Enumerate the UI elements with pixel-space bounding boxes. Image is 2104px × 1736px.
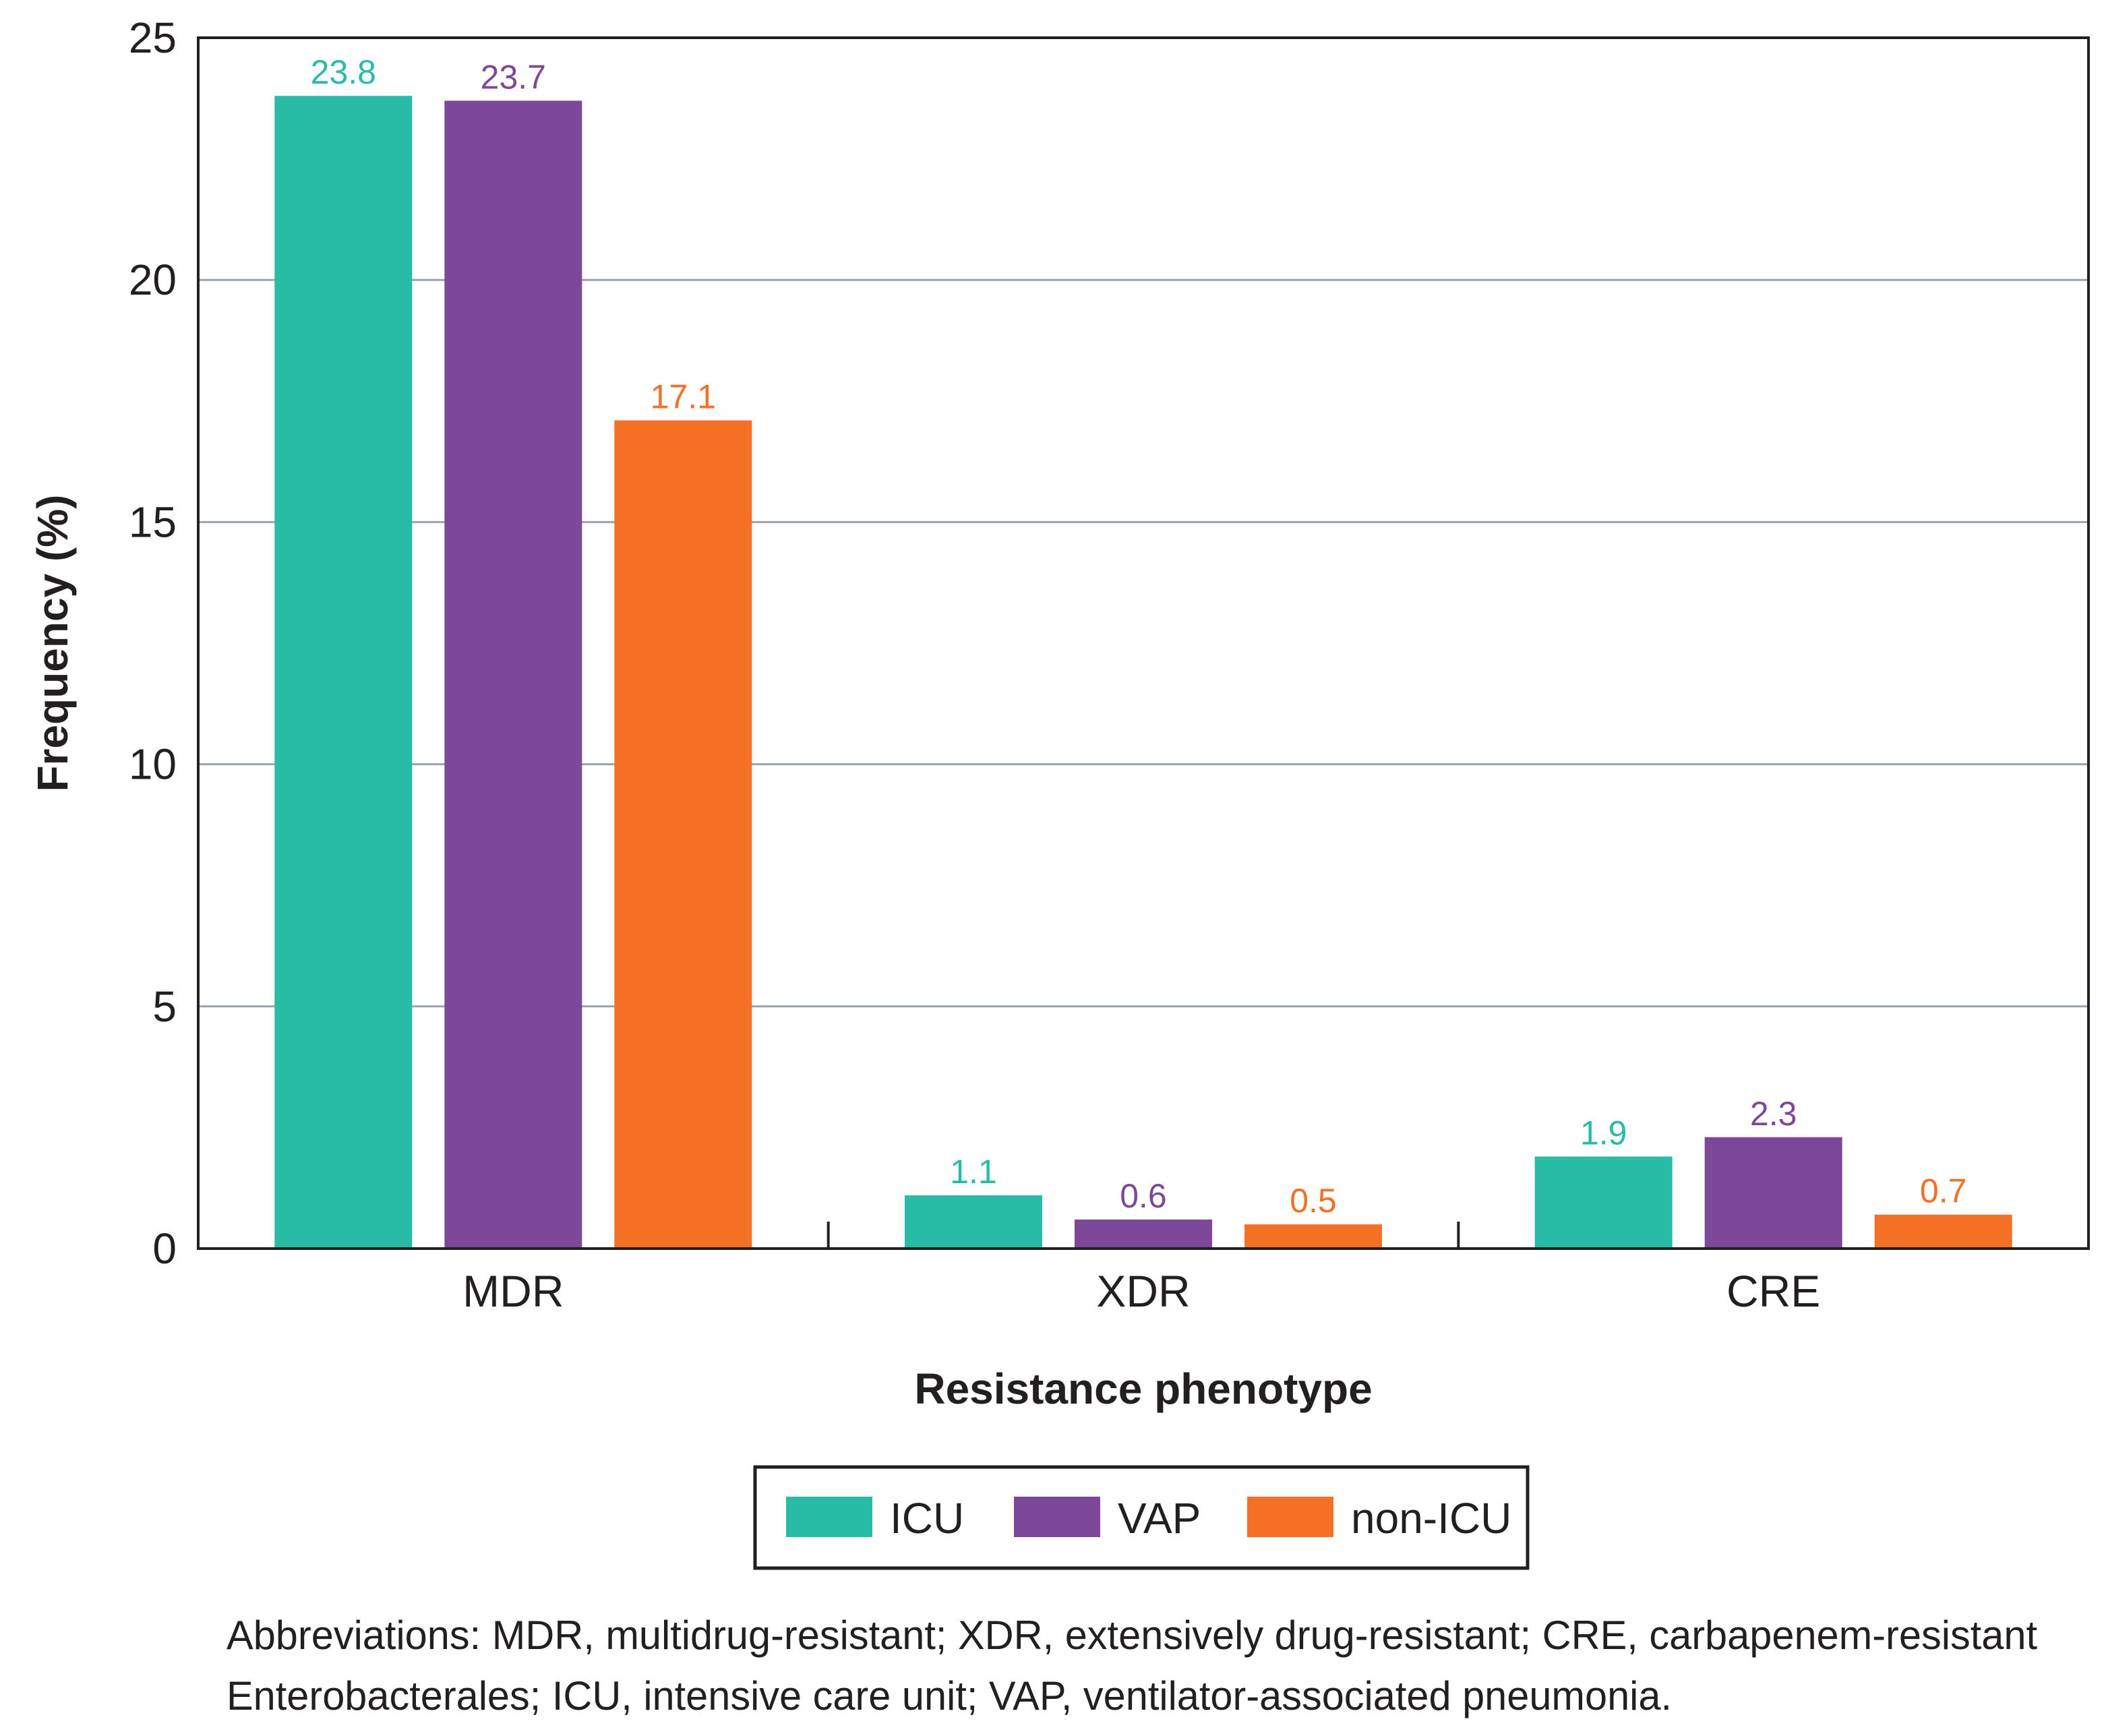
bar-non-ICU-CRE [1874,1214,2012,1249]
bar-ICU-MDR [274,96,413,1249]
y-tick-label: 15 [129,498,177,546]
data-label: 17.1 [651,378,716,416]
legend: ICU VAP non-ICU [753,1465,1530,1570]
y-axis-title: Frequency (%) [28,495,77,792]
x-axis-title: Resistance phenotype [914,1365,1372,1413]
x-axis-categories: MDR XDR CRE [462,1222,1820,1316]
bar-VAP-XDR [1075,1219,1212,1249]
data-label: 0.5 [1290,1182,1337,1220]
data-label: 2.3 [1750,1095,1797,1133]
x-category-label: XDR [1096,1266,1190,1316]
legend-swatch-VAP [1014,1497,1100,1537]
y-tick-label: 10 [129,740,177,789]
data-labels: 23.8 23.7 17.1 1.1 0.6 0.5 1.9 2.3 0.7 [311,53,1967,1220]
bar-VAP-CRE [1704,1137,1842,1249]
y-tick-label: 5 [152,982,177,1031]
y-tick-label: 25 [129,13,177,62]
bar-non-ICU-MDR [614,420,752,1249]
bar-VAP-MDR [444,100,582,1249]
data-label: 1.1 [950,1153,997,1191]
data-label: 23.7 [481,58,546,96]
footnote-line-2: Enterobacterales; ICU, intensive care un… [227,1673,1672,1718]
y-tick-label: 0 [152,1224,177,1273]
y-axis-ticks: 0 5 10 15 20 25 [129,13,177,1273]
legend-label: non-ICU [1351,1494,1511,1543]
legend-label: ICU [890,1494,964,1543]
legend-label: VAP [1118,1494,1201,1543]
bar-ICU-XDR [905,1195,1042,1249]
legend-frame [753,1465,1530,1570]
data-label: 0.6 [1120,1177,1167,1215]
bar-ICU-CRE [1534,1156,1673,1249]
legend-swatch-non-ICU [1247,1497,1333,1537]
x-category-label: MDR [462,1266,564,1316]
legend-swatch-ICU [786,1497,872,1537]
plot-frame [197,36,2090,1250]
bars [274,96,2012,1249]
data-label: 0.7 [1920,1172,1967,1210]
footnote-line-1: Abbreviations: MDR, multidrug-resistant;… [227,1613,2037,1658]
x-category-label: CRE [1726,1266,1820,1316]
bar-non-ICU-XDR [1244,1224,1382,1249]
y-tick-label: 20 [129,256,177,304]
data-label: 23.8 [311,53,376,91]
data-label: 1.9 [1580,1114,1627,1152]
